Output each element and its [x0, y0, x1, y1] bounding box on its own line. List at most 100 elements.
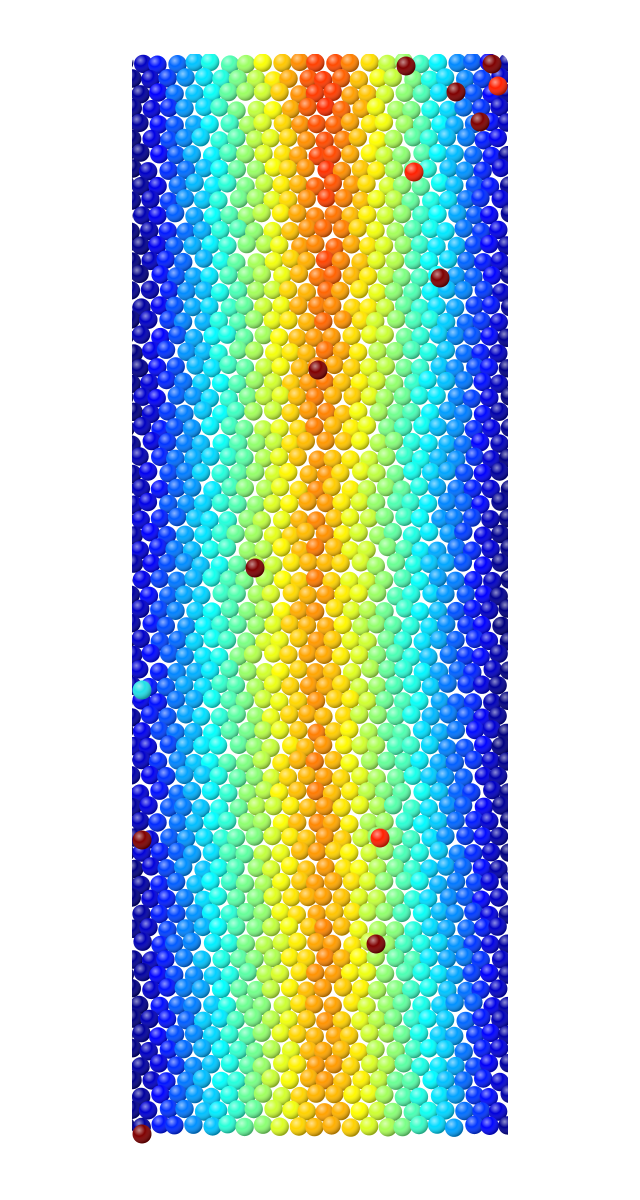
particle-shading [482, 720, 501, 739]
particle-shading [340, 754, 359, 773]
particle-shading [376, 206, 396, 225]
particle-shading [340, 843, 359, 862]
particle-shading [290, 994, 309, 1013]
particle-shading [447, 479, 466, 498]
particle-shading [167, 571, 187, 590]
particle-shading [403, 766, 422, 785]
particle-shading [462, 389, 481, 408]
particle-shading [491, 158, 508, 178]
outlier-particle-shading [446, 82, 466, 102]
particle-shading [313, 887, 333, 906]
particle-shading [279, 69, 298, 88]
particle-shading [132, 994, 134, 1013]
particle-shading [132, 143, 150, 162]
particle-shading [376, 477, 396, 497]
particle-shading [218, 174, 237, 193]
particle-shading [471, 98, 491, 118]
particle-shading [142, 554, 161, 573]
particle-shading [464, 571, 483, 590]
particle-shading [456, 1011, 475, 1031]
particle-shading [235, 358, 255, 378]
particle-shading [465, 1115, 484, 1135]
particle-shading [498, 359, 508, 378]
particle-shading [350, 888, 369, 907]
particle-shading [315, 827, 334, 846]
particle-shading [375, 325, 394, 344]
particle-shading [151, 1115, 170, 1134]
particle-shading [263, 826, 282, 846]
particle-shading [402, 403, 421, 422]
particle-shading [386, 888, 405, 907]
particle-shading [157, 859, 176, 878]
particle-shading [142, 980, 161, 1000]
particle-shading [256, 965, 275, 984]
particle-shading [480, 388, 499, 407]
particle-shading [255, 479, 275, 498]
particle-shading [220, 1054, 240, 1073]
particle-shading [186, 875, 205, 894]
particle-shading [132, 812, 150, 831]
particle-shading [132, 281, 141, 300]
particle-shading [140, 221, 159, 241]
particle-shading [132, 599, 150, 618]
particle-shading [132, 54, 134, 72]
particle [132, 750, 133, 769]
particle-shading [200, 115, 219, 134]
particle-shading [500, 872, 508, 891]
particle-shading [263, 191, 282, 210]
particle-shading [229, 798, 248, 818]
particle-shading [306, 538, 325, 557]
particle-shading [387, 768, 406, 787]
particle-shading [322, 813, 342, 833]
particle-shading [341, 1057, 360, 1076]
particle [113, 1058, 131, 1076]
particle-shading [263, 373, 283, 392]
particle-shading [489, 827, 508, 846]
particle-shading [252, 812, 272, 832]
particle-shading [499, 843, 508, 862]
particle-shading [481, 479, 500, 499]
particle-shading [270, 328, 289, 347]
particle-shading [255, 358, 274, 377]
particle-shading [404, 921, 423, 940]
particle-shading [342, 266, 361, 286]
particle-shading [341, 782, 360, 801]
particle-shading [438, 435, 457, 454]
particle-shading [156, 340, 176, 359]
particle-shading [352, 617, 371, 636]
particle-shading [210, 1009, 230, 1028]
particle-shading [349, 920, 368, 939]
particle-shading [349, 402, 368, 421]
particle-shading [393, 692, 413, 711]
particle-shading [229, 1040, 248, 1060]
particle-shading [466, 1025, 485, 1045]
particle-shading [377, 630, 396, 649]
particle-shading [366, 493, 386, 512]
particle-shading [436, 584, 455, 604]
particle-shading [446, 419, 465, 438]
outlier-particle-shading [245, 558, 265, 578]
particle-shading [383, 796, 403, 815]
particle-shading [473, 556, 493, 575]
particle-shading [157, 889, 176, 908]
particle-shading [132, 129, 142, 149]
particle-shading [279, 645, 298, 664]
particle-shading [139, 796, 158, 815]
particle-shading [350, 705, 369, 724]
particle-shading [387, 310, 406, 329]
particle-shading [306, 963, 325, 982]
particle-shading [358, 267, 378, 286]
particle-shading [368, 342, 387, 361]
particle-shading [418, 494, 438, 513]
particle-shading [254, 297, 273, 316]
particle-shading [151, 265, 170, 284]
particle-shading [359, 872, 378, 891]
particle-shading [168, 54, 187, 74]
particle-shading [217, 538, 237, 557]
particle-shading [386, 980, 405, 999]
particle-shading [191, 799, 210, 818]
particle-shading [333, 130, 353, 149]
particle-shading [185, 207, 204, 226]
particle-shading [360, 1024, 379, 1043]
particle-shading [132, 632, 135, 651]
